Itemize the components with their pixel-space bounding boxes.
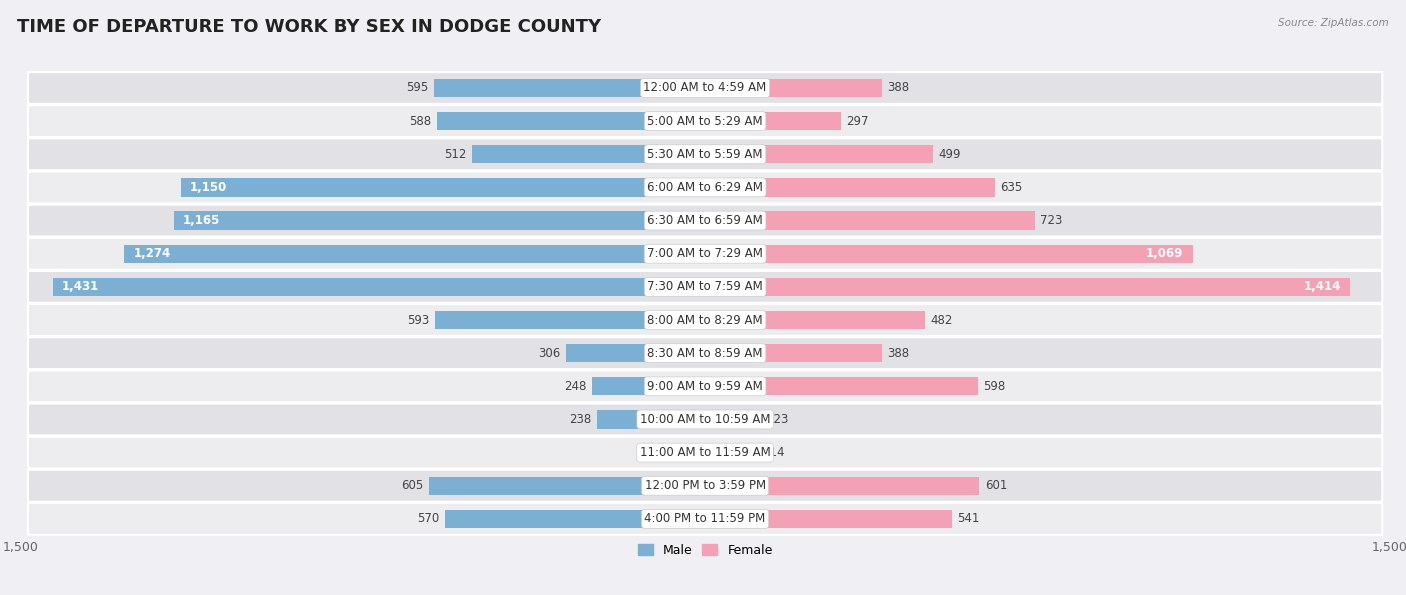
Bar — [124, 245, 706, 263]
FancyBboxPatch shape — [28, 205, 1382, 236]
Text: 388: 388 — [887, 82, 910, 95]
FancyBboxPatch shape — [28, 337, 1382, 369]
FancyBboxPatch shape — [28, 105, 1382, 137]
Text: 306: 306 — [538, 347, 560, 359]
Bar — [706, 510, 952, 528]
Bar — [471, 145, 706, 164]
FancyBboxPatch shape — [28, 403, 1382, 436]
Text: 9:00 AM to 9:59 AM: 9:00 AM to 9:59 AM — [647, 380, 763, 393]
Text: 1,150: 1,150 — [190, 181, 226, 194]
Legend: Male, Female: Male, Female — [633, 538, 778, 562]
FancyBboxPatch shape — [28, 271, 1382, 303]
FancyBboxPatch shape — [28, 503, 1382, 535]
Bar — [706, 411, 761, 428]
Text: 10:00 AM to 10:59 AM: 10:00 AM to 10:59 AM — [640, 413, 770, 426]
FancyBboxPatch shape — [28, 139, 1382, 170]
Text: TIME OF DEPARTURE TO WORK BY SEX IN DODGE COUNTY: TIME OF DEPARTURE TO WORK BY SEX IN DODG… — [17, 18, 600, 36]
Bar — [181, 178, 706, 196]
Text: 1,274: 1,274 — [134, 248, 170, 260]
Text: 5:30 AM to 5:59 AM: 5:30 AM to 5:59 AM — [647, 148, 763, 161]
Text: 297: 297 — [846, 115, 869, 127]
Bar — [52, 278, 706, 296]
Text: 512: 512 — [444, 148, 467, 161]
Text: 1,069: 1,069 — [1146, 248, 1184, 260]
Text: 723: 723 — [1040, 214, 1063, 227]
Text: 4:00 PM to 11:59 PM: 4:00 PM to 11:59 PM — [644, 512, 766, 525]
Bar — [706, 145, 932, 164]
Text: 114: 114 — [762, 446, 785, 459]
Bar — [706, 311, 925, 329]
Text: 7:00 AM to 7:29 AM: 7:00 AM to 7:29 AM — [647, 248, 763, 260]
Text: 11:00 AM to 11:59 AM: 11:00 AM to 11:59 AM — [640, 446, 770, 459]
Text: 7:30 AM to 7:59 AM: 7:30 AM to 7:59 AM — [647, 280, 763, 293]
Text: 605: 605 — [402, 480, 423, 492]
Bar — [706, 178, 994, 196]
Text: 6:30 AM to 6:59 AM: 6:30 AM to 6:59 AM — [647, 214, 763, 227]
Bar — [706, 112, 841, 130]
Bar — [437, 112, 706, 130]
Text: 8:00 AM to 8:29 AM: 8:00 AM to 8:29 AM — [647, 314, 763, 327]
Text: 388: 388 — [887, 347, 910, 359]
Text: 601: 601 — [984, 480, 1007, 492]
Bar — [706, 477, 979, 495]
Bar — [592, 377, 706, 396]
Text: 598: 598 — [983, 380, 1005, 393]
Text: 8:30 AM to 8:59 AM: 8:30 AM to 8:59 AM — [647, 347, 763, 359]
Bar — [706, 278, 1350, 296]
Text: 238: 238 — [569, 413, 591, 426]
Text: 12:00 PM to 3:59 PM: 12:00 PM to 3:59 PM — [644, 480, 766, 492]
Text: 499: 499 — [938, 148, 960, 161]
Bar — [673, 443, 706, 462]
FancyBboxPatch shape — [28, 470, 1382, 502]
Text: 6:00 AM to 6:29 AM: 6:00 AM to 6:29 AM — [647, 181, 763, 194]
Text: 12:00 AM to 4:59 AM: 12:00 AM to 4:59 AM — [644, 82, 766, 95]
Text: Source: ZipAtlas.com: Source: ZipAtlas.com — [1278, 18, 1389, 28]
Bar — [565, 344, 706, 362]
Text: 5:00 AM to 5:29 AM: 5:00 AM to 5:29 AM — [647, 115, 763, 127]
Bar — [446, 510, 706, 528]
Text: 593: 593 — [406, 314, 429, 327]
Text: 1,165: 1,165 — [183, 214, 221, 227]
Text: 248: 248 — [564, 380, 586, 393]
Text: 1,414: 1,414 — [1303, 280, 1341, 293]
Bar — [706, 377, 977, 396]
Bar — [706, 245, 1192, 263]
Text: 635: 635 — [1000, 181, 1022, 194]
Text: 123: 123 — [766, 413, 789, 426]
Bar — [706, 443, 756, 462]
Text: 595: 595 — [406, 82, 429, 95]
FancyBboxPatch shape — [28, 72, 1382, 104]
Text: 570: 570 — [418, 512, 440, 525]
Bar — [174, 211, 706, 230]
FancyBboxPatch shape — [28, 437, 1382, 468]
Text: 70: 70 — [652, 446, 668, 459]
Bar — [706, 211, 1035, 230]
FancyBboxPatch shape — [28, 371, 1382, 402]
Text: 1,431: 1,431 — [62, 280, 98, 293]
Bar — [706, 344, 882, 362]
FancyBboxPatch shape — [28, 171, 1382, 203]
Text: 482: 482 — [931, 314, 953, 327]
Bar — [706, 79, 882, 97]
Bar — [434, 311, 706, 329]
FancyBboxPatch shape — [28, 304, 1382, 336]
Text: 588: 588 — [409, 115, 432, 127]
Bar — [434, 79, 706, 97]
Bar — [429, 477, 706, 495]
Text: 541: 541 — [957, 512, 980, 525]
FancyBboxPatch shape — [28, 238, 1382, 270]
Bar — [596, 411, 706, 428]
